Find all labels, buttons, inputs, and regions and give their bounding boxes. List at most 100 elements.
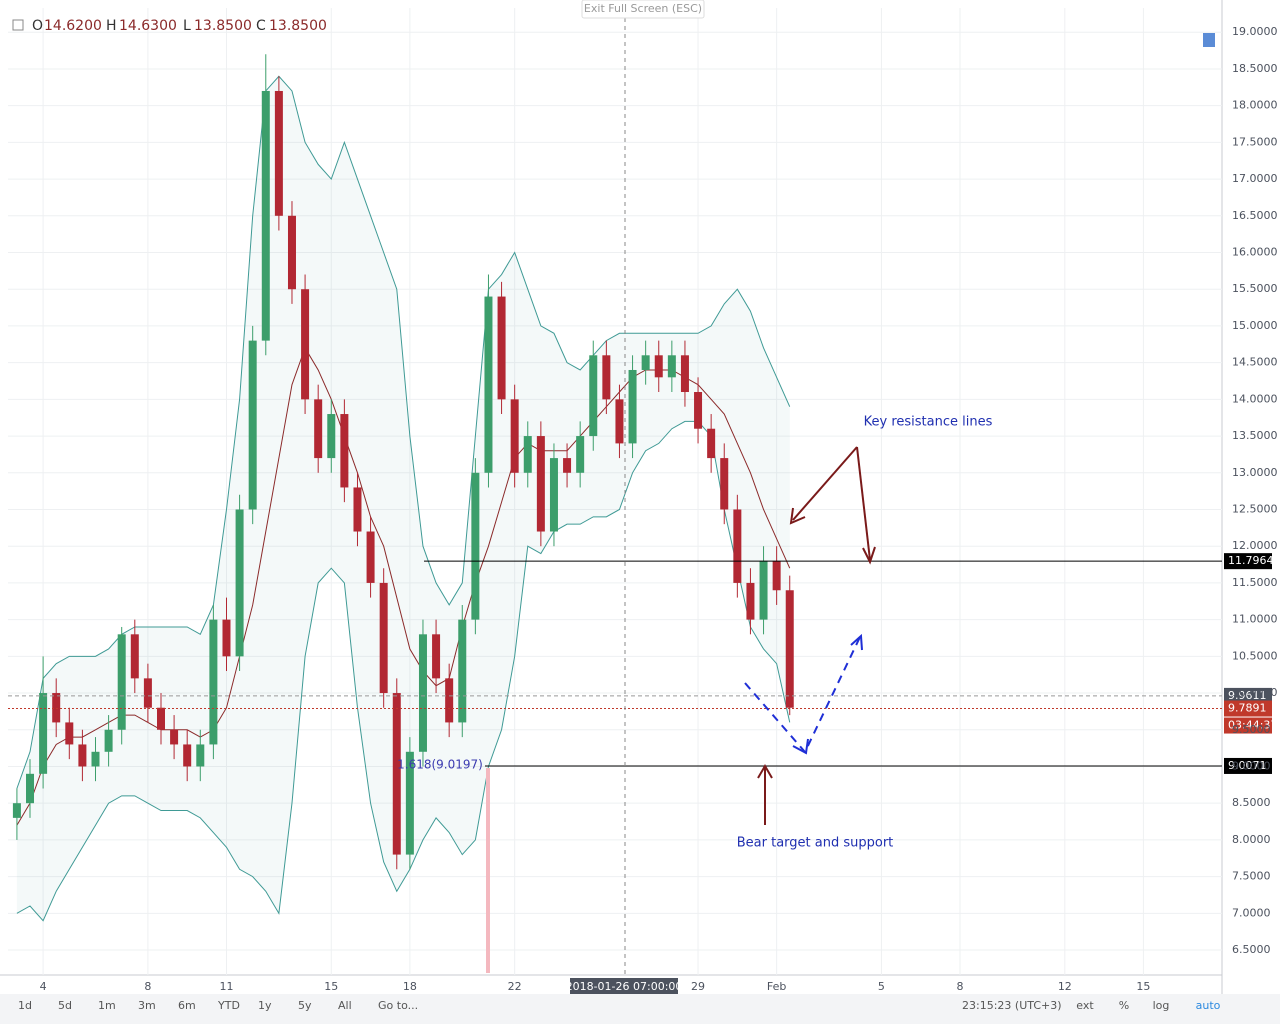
candle-body — [327, 414, 336, 459]
level-label-bg — [1224, 687, 1272, 704]
candle-body — [536, 436, 545, 532]
y-tick-label: 13.5000 — [1232, 429, 1278, 442]
candle-body — [353, 487, 362, 532]
candle-body — [235, 509, 244, 657]
candle-body — [156, 707, 165, 730]
candle-body — [222, 619, 231, 657]
y-tick-label: 17.5000 — [1232, 135, 1278, 148]
candle-body — [576, 436, 585, 473]
arrowheads — [792, 633, 863, 755]
symbol-icon[interactable] — [12, 19, 24, 31]
candle-body — [654, 355, 663, 378]
option-button[interactable]: % — [1119, 999, 1129, 1012]
x-tick-label: 8 — [144, 980, 151, 993]
band-lower — [16, 420, 791, 922]
y-tick-label: 15.0000 — [1232, 319, 1278, 332]
candle-body — [497, 296, 506, 400]
option-button[interactable]: log — [1153, 999, 1170, 1012]
candle-body — [26, 773, 35, 804]
y-tick-label: 16.0000 — [1232, 246, 1278, 259]
candle-body — [39, 693, 48, 774]
candle-body — [418, 634, 427, 752]
fib-label: 1.618(9.0197) — [397, 758, 483, 772]
candle-body — [12, 803, 21, 818]
candle-body — [196, 744, 205, 767]
y-tick-label: 18.5000 — [1232, 62, 1278, 75]
fib-marker — [486, 768, 490, 973]
y-tick-label: 14.0000 — [1232, 392, 1278, 405]
y-tick-label: 16.5000 — [1232, 209, 1278, 222]
candle-body — [746, 582, 755, 620]
level-label: 9.0071 — [1228, 759, 1267, 772]
scale-button[interactable] — [1203, 33, 1215, 47]
candle-body — [52, 693, 61, 723]
resistance-arrows — [757, 446, 876, 825]
candle-body — [314, 399, 323, 459]
candle-body — [392, 693, 401, 855]
y-tick-label: 8.5000 — [1232, 796, 1271, 809]
candle-body — [759, 560, 768, 620]
candle-body — [366, 531, 375, 583]
ohlc-label: O — [32, 18, 43, 34]
candle-body — [170, 729, 179, 745]
x-tick-label: 8 — [957, 980, 964, 993]
candle-body — [78, 744, 87, 767]
countdown-bg — [1224, 717, 1272, 734]
candle-body — [563, 458, 572, 473]
x-tick-label: 29 — [691, 980, 705, 993]
x-tick-label: 12 — [1058, 980, 1072, 993]
ohlc-label: L — [183, 18, 191, 34]
candle-body — [458, 619, 467, 723]
range-button[interactable]: 6m — [178, 999, 196, 1012]
y-tick-label: 19.0000 — [1232, 25, 1278, 38]
range-button[interactable]: 5d — [58, 999, 72, 1012]
exit-button-bg[interactable] — [581, 0, 705, 19]
range-button[interactable]: Go to... — [378, 999, 418, 1012]
clock: 23:15:23 (UTC+3) — [962, 999, 1062, 1012]
ohlc-value: 14.6200 — [44, 18, 102, 34]
y-tick-label: 15.5000 — [1232, 282, 1278, 295]
option-button[interactable]: auto — [1196, 999, 1221, 1012]
exit-button[interactable]: Exit Full Screen (ESC) — [584, 2, 702, 15]
range-button[interactable]: 1d — [18, 999, 32, 1012]
candle-body — [143, 678, 152, 708]
annotation: Bear target and support — [737, 836, 894, 851]
range-button[interactable]: 3m — [138, 999, 156, 1012]
candle-body — [785, 590, 794, 708]
x-tick-label: 15 — [324, 980, 338, 993]
y-tick-label: 17.0000 — [1232, 172, 1278, 185]
grid — [8, 8, 1222, 975]
annotation: Key resistance lines — [864, 415, 993, 430]
candle-body — [248, 340, 257, 510]
range-button[interactable]: 1m — [98, 999, 116, 1012]
y-tick-label: 9.5000 — [1232, 723, 1271, 736]
y-tick-label: 9.0000 — [1232, 759, 1271, 772]
y-tick-label: 11.5000 — [1232, 576, 1278, 589]
y-tick-label: 7.0000 — [1232, 906, 1271, 919]
level-label: 9.7891 — [1228, 702, 1267, 715]
range-button[interactable]: YTD — [217, 999, 240, 1012]
range-button[interactable]: All — [338, 999, 352, 1012]
candle-body — [301, 289, 310, 400]
candle-body — [589, 355, 598, 437]
candle-body — [602, 355, 611, 400]
ohlc-label: H — [106, 18, 117, 34]
option-button[interactable]: ext — [1076, 999, 1094, 1012]
y-tick-label: 14.5000 — [1232, 356, 1278, 369]
range-button[interactable]: 5y — [298, 999, 312, 1012]
level-label-bg — [1224, 700, 1272, 717]
x-tick-label: 11 — [219, 980, 233, 993]
y-tick-label: 13.0000 — [1232, 466, 1278, 479]
level-label: 11.7964 — [1228, 554, 1274, 567]
y-tick-label: 10.5000 — [1232, 649, 1278, 662]
candle-body — [117, 634, 126, 730]
x-tick-label: 22 — [508, 980, 522, 993]
countdown: 03:44:37 — [1228, 719, 1277, 732]
y-tick-label: 12.5000 — [1232, 502, 1278, 515]
candle-body — [667, 355, 676, 378]
x-tick-label: 15 — [1136, 980, 1150, 993]
range-button[interactable]: 1y — [258, 999, 272, 1012]
candle-body — [130, 634, 139, 679]
candle-body — [694, 392, 703, 429]
y-tick-label: 6.5000 — [1232, 943, 1271, 956]
